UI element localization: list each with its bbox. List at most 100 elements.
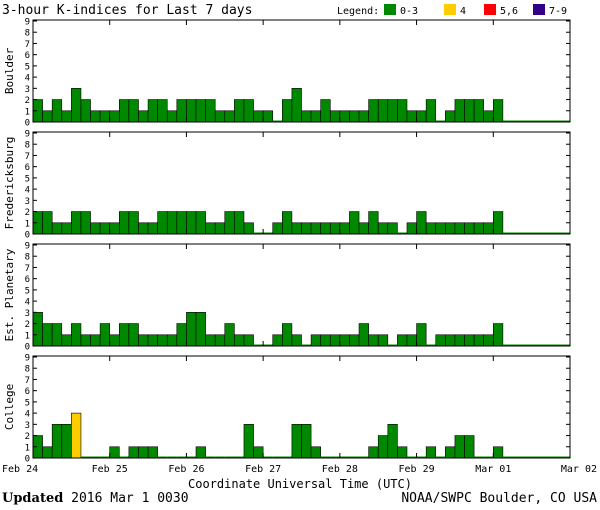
k-index-bar — [32, 312, 43, 347]
k-index-bar — [310, 446, 321, 459]
k-index-bar — [80, 211, 91, 235]
k-index-bar — [234, 456, 244, 458]
legend-swatch — [444, 4, 456, 15]
k-index-bar — [320, 222, 331, 235]
k-index-bar — [263, 232, 273, 234]
k-index-bar — [377, 99, 389, 123]
k-index-bar — [416, 211, 427, 235]
k-index-bar — [119, 323, 130, 347]
x-tick-label: Feb 27 — [245, 464, 281, 475]
updated-value: 2016 Mar 1 0030 — [71, 491, 189, 506]
k-index-bar — [51, 99, 63, 123]
panel-frame — [32, 131, 571, 235]
y-tick-label: 4 — [25, 186, 30, 196]
k-index-bar — [147, 222, 158, 235]
k-index-bar — [329, 110, 341, 123]
baseline — [502, 456, 570, 458]
panel-frame — [32, 243, 571, 347]
k-index-bar — [157, 99, 168, 123]
x-tick-label: Feb 25 — [92, 464, 128, 475]
legend-item-label: 4 — [460, 6, 466, 17]
k-index-bar — [492, 446, 504, 459]
legend-swatch — [484, 4, 496, 15]
k-index-bar — [387, 222, 398, 235]
k-index-bar — [205, 456, 216, 458]
legend-label: Legend: — [337, 6, 379, 17]
k-index-bar — [349, 334, 360, 347]
k-index-bar — [474, 456, 484, 458]
k-index-bar — [166, 334, 178, 347]
k-index-bar — [320, 456, 331, 458]
k-index-bar — [147, 334, 158, 347]
k-index-bar — [272, 120, 283, 122]
k-index-bar — [80, 99, 91, 123]
k-index-bar — [262, 110, 274, 123]
k-index-bar — [387, 344, 398, 346]
baseline — [502, 344, 570, 346]
k-index-bar — [349, 110, 360, 123]
station-label: Est. Planetary — [3, 248, 16, 341]
y-tick-label: 6 — [25, 275, 30, 285]
y-tick-label: 6 — [25, 51, 30, 61]
k-index-bar — [435, 456, 446, 458]
k-index-bar — [119, 456, 129, 458]
x-tick-label: Mar 02 — [561, 464, 597, 475]
legend: Legend: 0-3 4 5,6 7-9 — [337, 4, 567, 17]
y-tick-label: 5 — [25, 174, 30, 184]
station-label: College — [3, 384, 16, 430]
x-tick-label: Feb 28 — [322, 464, 358, 475]
y-tick-label: 8 — [25, 141, 30, 151]
k-index-bar — [301, 222, 312, 235]
k-index-bar — [224, 110, 235, 123]
k-index-bar — [483, 110, 494, 123]
k-index-bar — [243, 99, 254, 123]
k-index-bar — [272, 456, 283, 458]
k-index-bar — [109, 446, 120, 459]
y-tick-label: 9 — [25, 130, 30, 140]
k-index-bar — [263, 456, 273, 458]
k-index-bar — [147, 446, 158, 459]
k-index-bar — [464, 334, 475, 347]
k-index-bar — [377, 334, 389, 347]
k-index-bar — [157, 211, 168, 235]
y-tick-label: 1 — [25, 107, 30, 117]
baseline — [502, 232, 570, 234]
x-tick-label: Feb 26 — [168, 464, 204, 475]
footer-credit: NOAA/SWPC Boulder, CO USA — [401, 491, 597, 506]
k-index-bar — [128, 99, 139, 123]
y-tick-label: 8 — [25, 29, 30, 39]
k-index-bar — [282, 211, 293, 235]
k-index-bar — [473, 99, 484, 123]
k-index-bar — [445, 110, 456, 123]
y-tick-label: 9 — [25, 242, 30, 252]
k-index-bar — [349, 456, 360, 458]
k-index-bar — [272, 222, 283, 235]
k-index-bar — [425, 446, 437, 459]
k-index-bar — [435, 334, 446, 347]
k-index-bar — [186, 211, 197, 235]
k-index-bar — [234, 211, 245, 235]
k-index-bar — [138, 446, 149, 459]
k-index-bar — [99, 222, 111, 235]
k-index-bar — [320, 334, 331, 347]
k-index-bar — [406, 456, 417, 458]
k-index-bar — [186, 456, 197, 458]
k-index-bar — [454, 222, 465, 235]
k-index-bar — [329, 222, 341, 235]
k-index-bar — [109, 110, 120, 123]
k-index-bar — [186, 99, 197, 123]
k-index-bar — [195, 211, 206, 235]
k-index-bar — [339, 222, 350, 235]
footer-updated: Updated 2016 Mar 1 0030 — [2, 491, 189, 506]
x-tick-label: Feb 29 — [399, 464, 435, 475]
y-tick-label: 5 — [25, 62, 30, 72]
station-label: Fredericksburg — [3, 137, 16, 230]
k-index-bar — [51, 424, 63, 459]
k-index-bar — [377, 435, 389, 459]
y-tick-label: 7 — [25, 40, 30, 50]
k-index-bar — [454, 435, 465, 459]
k-index-bar — [368, 211, 379, 235]
k-index-bar — [397, 334, 408, 347]
k-index-bar — [71, 211, 82, 235]
